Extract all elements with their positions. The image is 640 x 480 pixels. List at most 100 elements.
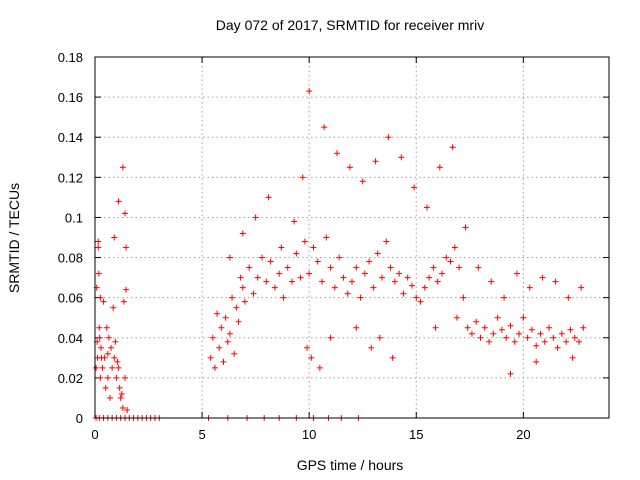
data-point: [319, 278, 326, 285]
data-point: [115, 364, 122, 371]
data-point: [102, 384, 109, 391]
data-point: [389, 354, 396, 361]
data-point: [308, 354, 315, 361]
data-point: [117, 394, 124, 401]
data-point: [462, 224, 469, 231]
data-point: [108, 344, 115, 351]
data-point: [447, 258, 454, 265]
data-point: [526, 284, 533, 291]
data-point: [539, 274, 546, 281]
data-point: [533, 358, 540, 365]
data-point: [368, 344, 375, 351]
data-point: [111, 234, 118, 241]
y-tick-labels: 0 0.02 0.04 0.06 0.08 0.1 0.12 0.14 0.16 0.18: [58, 50, 83, 426]
y-tick-label: 0.06: [58, 291, 83, 306]
data-point: [580, 324, 587, 331]
data-point: [438, 270, 445, 277]
data-point: [119, 404, 126, 411]
data-point: [95, 238, 102, 245]
data-point: [507, 322, 514, 329]
y-tick-label: 0.12: [58, 170, 83, 185]
data-point: [578, 284, 585, 291]
data-point: [408, 282, 415, 289]
data-point: [211, 364, 218, 371]
data-point: [387, 264, 394, 271]
data-point: [267, 258, 274, 265]
data-point: [118, 390, 125, 397]
data-point: [436, 164, 443, 171]
data-point: [370, 284, 377, 291]
y-axis-label: SRMTID / TECUs: [6, 183, 22, 293]
y-tick-label: 0.02: [58, 371, 83, 386]
data-point: [565, 294, 572, 301]
data-point: [121, 374, 128, 381]
data-point: [97, 294, 104, 301]
data-point: [220, 358, 227, 365]
data-point: [349, 278, 355, 285]
data-point: [306, 88, 313, 95]
data-point: [237, 274, 244, 281]
data-point: [95, 244, 102, 251]
y-tick-label: 0.16: [58, 90, 83, 105]
data-point: [104, 374, 111, 381]
data-point: [226, 330, 233, 337]
data-point: [533, 342, 540, 349]
data-point: [503, 334, 510, 341]
data-point: [434, 278, 441, 285]
data-point: [106, 394, 113, 401]
data-point: [97, 344, 104, 351]
data-point: [353, 264, 360, 271]
data-point: [310, 244, 317, 251]
data-point: [246, 264, 253, 271]
data-point: [417, 298, 424, 305]
data-point: [96, 334, 103, 341]
data-point: [321, 124, 328, 131]
data-point: [451, 244, 458, 251]
data-point: [396, 270, 403, 277]
y-tick-label: 0.14: [58, 130, 83, 145]
data-point: [481, 324, 488, 331]
data-point: [254, 274, 261, 281]
data-point: [563, 338, 570, 345]
data-point: [398, 154, 405, 161]
data-point: [276, 270, 283, 277]
data-point: [114, 358, 121, 365]
data-point: [490, 330, 497, 337]
data-point: [123, 286, 130, 293]
data-point: [327, 264, 334, 271]
data-point: [426, 274, 433, 281]
x-tick-label: 5: [198, 427, 205, 442]
data-point: [224, 338, 231, 345]
data-point: [359, 178, 366, 185]
data-point: [271, 284, 278, 291]
data-point: [101, 354, 108, 361]
data-point: [113, 374, 120, 381]
data-point: [239, 230, 246, 237]
data-point: [235, 318, 242, 325]
data-point: [306, 270, 313, 277]
data-point: [537, 330, 544, 337]
data-point: [374, 250, 381, 257]
data-point: [293, 250, 300, 257]
data-point: [383, 238, 390, 245]
data-point: [233, 304, 240, 311]
data-point: [214, 310, 221, 317]
data-point: [263, 278, 270, 285]
data-point: [507, 370, 514, 377]
data-point: [404, 274, 411, 281]
data-point: [93, 364, 100, 371]
data-point: [353, 324, 360, 331]
data-point: [501, 294, 508, 301]
data-point: [464, 324, 471, 331]
data-point: [488, 278, 495, 285]
data-point: [207, 354, 214, 361]
data-point: [423, 204, 430, 211]
data-point: [413, 294, 420, 301]
data-point: [421, 284, 428, 291]
data-point: [468, 330, 475, 337]
data-point: [344, 290, 351, 297]
data-point: [112, 338, 119, 345]
x-tick-label: 0: [91, 427, 98, 442]
data-point: [520, 314, 527, 321]
data-point: [376, 334, 383, 341]
